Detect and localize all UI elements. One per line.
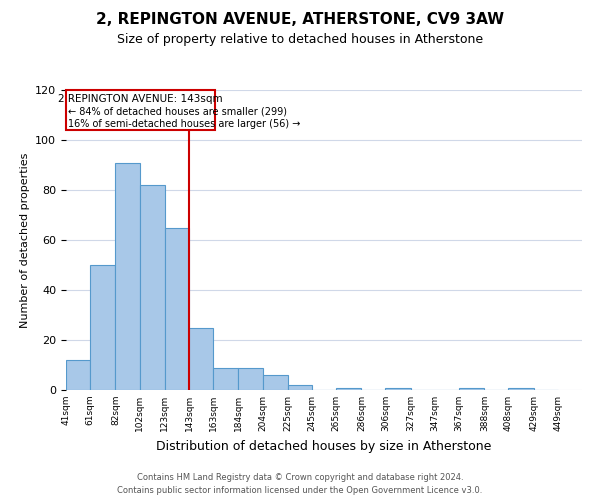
FancyBboxPatch shape bbox=[66, 90, 215, 130]
Bar bbox=[336, 388, 361, 390]
Bar bbox=[385, 388, 411, 390]
Text: 2 REPINGTON AVENUE: 143sqm: 2 REPINGTON AVENUE: 143sqm bbox=[58, 94, 223, 104]
Text: Size of property relative to detached houses in Atherstone: Size of property relative to detached ho… bbox=[117, 32, 483, 46]
Bar bbox=[66, 360, 90, 390]
Bar bbox=[508, 388, 534, 390]
Bar bbox=[140, 185, 165, 390]
Bar bbox=[115, 162, 140, 390]
Text: ← 84% of detached houses are smaller (299): ← 84% of detached houses are smaller (29… bbox=[68, 106, 287, 116]
Y-axis label: Number of detached properties: Number of detached properties bbox=[20, 152, 29, 328]
Bar bbox=[288, 385, 312, 390]
Text: 2, REPINGTON AVENUE, ATHERSTONE, CV9 3AW: 2, REPINGTON AVENUE, ATHERSTONE, CV9 3AW bbox=[96, 12, 504, 28]
Text: Contains HM Land Registry data © Crown copyright and database right 2024.: Contains HM Land Registry data © Crown c… bbox=[137, 474, 463, 482]
Bar bbox=[165, 228, 189, 390]
Text: Contains public sector information licensed under the Open Government Licence v3: Contains public sector information licen… bbox=[118, 486, 482, 495]
X-axis label: Distribution of detached houses by size in Atherstone: Distribution of detached houses by size … bbox=[157, 440, 491, 452]
Bar bbox=[90, 265, 115, 390]
Bar bbox=[238, 368, 263, 390]
Bar bbox=[459, 388, 484, 390]
Text: 16% of semi-detached houses are larger (56) →: 16% of semi-detached houses are larger (… bbox=[68, 118, 301, 128]
Bar bbox=[189, 328, 213, 390]
Bar bbox=[213, 368, 238, 390]
Bar bbox=[263, 375, 288, 390]
